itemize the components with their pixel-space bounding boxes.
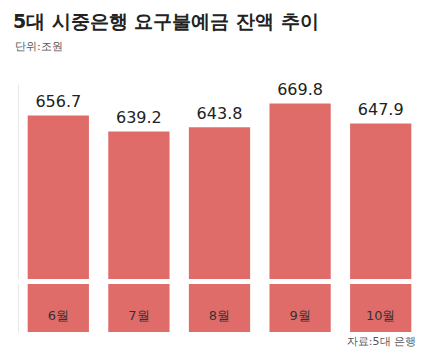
svg-text:647.9: 647.9 xyxy=(358,100,404,119)
svg-text:656.7: 656.7 xyxy=(35,92,81,111)
svg-text:9월: 9월 xyxy=(289,308,310,323)
svg-text:5대 시중은행 요구불예금 잔액 추이: 5대 시중은행 요구불예금 잔액 추이 xyxy=(13,10,319,32)
svg-text:643.8: 643.8 xyxy=(197,104,243,123)
svg-text:639.2: 639.2 xyxy=(116,108,162,127)
svg-text:자료:5대 은행: 자료:5대 은행 xyxy=(347,335,416,348)
svg-text:669.8: 669.8 xyxy=(277,80,323,99)
svg-text:단위:조원: 단위:조원 xyxy=(15,40,63,53)
svg-text:7월: 7월 xyxy=(128,308,149,323)
svg-text:8월: 8월 xyxy=(209,308,230,323)
svg-text:10월: 10월 xyxy=(366,308,396,323)
svg-text:6월: 6월 xyxy=(48,308,69,323)
